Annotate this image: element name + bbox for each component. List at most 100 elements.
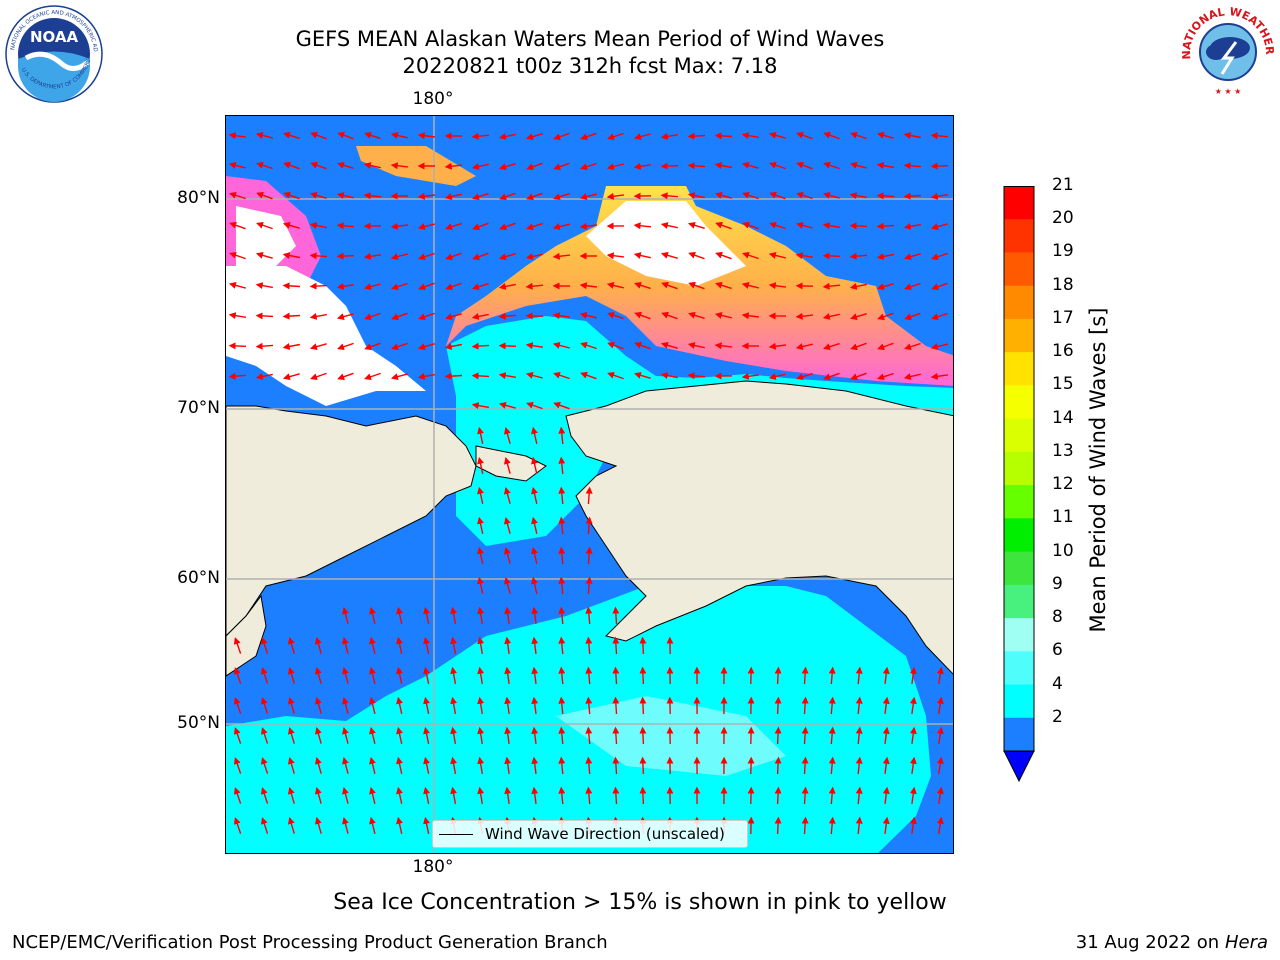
wind-wave-arrow bbox=[553, 371, 570, 380]
wind-wave-arrow bbox=[828, 756, 836, 775]
wind-wave-arrow bbox=[364, 372, 381, 381]
wind-wave-arrow bbox=[850, 372, 867, 381]
wind-wave-arrow bbox=[612, 636, 620, 655]
colorbar-band bbox=[1004, 352, 1034, 386]
wind-wave-arrow bbox=[606, 282, 624, 289]
wind-wave-arrow bbox=[309, 343, 327, 351]
wind-wave-arrow bbox=[687, 192, 705, 199]
wind-wave-arrow bbox=[936, 666, 944, 685]
wind-wave-arrow bbox=[903, 373, 921, 380]
wind-wave-arrow bbox=[364, 131, 381, 140]
wind-wave-arrow bbox=[877, 312, 894, 321]
wind-wave-arrow bbox=[876, 162, 895, 169]
wind-wave-arrow bbox=[931, 252, 948, 261]
wind-wave-arrow bbox=[606, 252, 624, 260]
wind-wave-arrow bbox=[855, 726, 863, 745]
wind-wave-arrow bbox=[531, 756, 539, 774]
sea-ice-arctic-inner bbox=[586, 201, 746, 286]
wind-wave-arrow bbox=[774, 696, 782, 715]
noaa-logo: NOAA NATIONAL OCEANIC AND ATMOSPHERIC AD… bbox=[1, 0, 104, 104]
wind-wave-arrow bbox=[553, 192, 570, 201]
wind-wave-arrow bbox=[282, 282, 301, 290]
wind-wave-arrow bbox=[396, 756, 403, 774]
wind-wave-arrow bbox=[903, 132, 922, 139]
wind-wave-arrow bbox=[634, 281, 651, 290]
wind-wave-arrow bbox=[336, 161, 354, 169]
wind-wave-arrow bbox=[585, 516, 593, 535]
chart-subtitle: 20220821 t00z 312h fcst Max: 7.18 bbox=[402, 54, 778, 78]
wind-wave-arrow bbox=[504, 696, 512, 714]
wind-wave-arrow bbox=[531, 726, 539, 744]
wind-wave-arrow bbox=[314, 636, 322, 654]
wind-wave-arrow bbox=[715, 251, 732, 260]
wind-wave-arrow bbox=[498, 283, 516, 290]
wind-wave-arrow bbox=[660, 192, 679, 200]
colorbar-band bbox=[1004, 418, 1034, 453]
wind-wave-arrow bbox=[309, 222, 327, 229]
wind-wave-arrow bbox=[471, 163, 489, 170]
wind-wave-arrow bbox=[450, 786, 458, 805]
wind-wave-arrow bbox=[477, 486, 484, 504]
wind-wave-arrow bbox=[287, 696, 295, 714]
wind-wave-arrow bbox=[233, 667, 242, 684]
wind-wave-arrow bbox=[639, 666, 647, 685]
lat-label-60n: 60°N bbox=[177, 568, 220, 588]
wind-wave-arrow bbox=[660, 372, 678, 379]
wind-wave-arrow bbox=[444, 313, 462, 321]
wind-wave-arrow bbox=[287, 726, 295, 744]
wind-wave-arrow bbox=[499, 192, 516, 201]
wind-wave-arrow bbox=[531, 606, 539, 624]
wind-wave-arrow bbox=[849, 222, 868, 230]
wind-wave-arrow bbox=[612, 666, 620, 685]
wind-wave-arrow bbox=[504, 606, 512, 624]
wind-wave-arrow bbox=[612, 696, 620, 715]
wind-wave-arrow bbox=[255, 251, 273, 259]
wind-wave-arrow bbox=[369, 666, 376, 684]
wind-wave-arrow bbox=[390, 162, 408, 170]
wind-wave-arrow bbox=[936, 726, 944, 745]
wind-wave-arrow bbox=[233, 727, 242, 744]
lon-label-bottom: 180° bbox=[412, 857, 454, 877]
wind-wave-arrow bbox=[477, 786, 485, 805]
wind-wave-arrow bbox=[828, 666, 836, 685]
wind-wave-arrow bbox=[741, 132, 760, 140]
colorbar-band bbox=[1004, 285, 1034, 320]
wind-wave-arrow bbox=[503, 576, 511, 594]
wind-wave-arrow bbox=[774, 726, 782, 745]
wind-wave-arrow bbox=[823, 342, 840, 351]
land-kamchatka-shelf bbox=[226, 594, 267, 677]
wind-wave-arrow bbox=[855, 816, 863, 835]
wind-wave-arrow bbox=[282, 343, 301, 350]
wind-wave-arrow bbox=[418, 282, 435, 291]
sea-ice-east bbox=[446, 186, 953, 386]
wind-wave-arrow bbox=[228, 281, 246, 289]
wind-wave-arrow bbox=[228, 342, 247, 350]
wind-wave-arrow bbox=[931, 312, 948, 321]
wind-wave-arrow bbox=[607, 132, 624, 141]
wind-wave-arrow bbox=[396, 696, 403, 714]
wind-wave-arrow bbox=[877, 342, 894, 351]
legend-label: Wind Wave Direction (unscaled) bbox=[485, 825, 725, 843]
wind-wave-arrow bbox=[558, 726, 566, 745]
wind-wave-arrow bbox=[229, 191, 246, 200]
wind-wave-arrow bbox=[876, 192, 895, 200]
wind-wave-arrow bbox=[531, 696, 539, 714]
wind-wave-arrow bbox=[498, 133, 516, 140]
wind-wave-arrow bbox=[634, 311, 651, 320]
legend-line-swatch bbox=[439, 833, 473, 835]
wind-wave-arrow bbox=[585, 666, 593, 685]
wind-wave-arrow bbox=[526, 162, 543, 171]
wind-wave-arrow bbox=[337, 342, 354, 351]
wind-wave-arrow bbox=[633, 371, 651, 379]
wind-wave-arrow bbox=[828, 786, 836, 805]
wind-wave-arrow bbox=[552, 312, 570, 320]
wind-wave-arrow bbox=[930, 343, 948, 350]
colorbar-band bbox=[1004, 584, 1034, 619]
wind-wave-arrow bbox=[768, 373, 786, 380]
colorbar-tick-label: 8 bbox=[1052, 607, 1063, 628]
wind-wave-arrow bbox=[903, 192, 922, 200]
wind-wave-arrow bbox=[822, 222, 841, 230]
wind-wave-arrow bbox=[849, 283, 867, 290]
wind-wave-arrow bbox=[314, 786, 322, 804]
footer-left: NCEP/EMC/Verification Post Processing Pr… bbox=[12, 932, 608, 953]
